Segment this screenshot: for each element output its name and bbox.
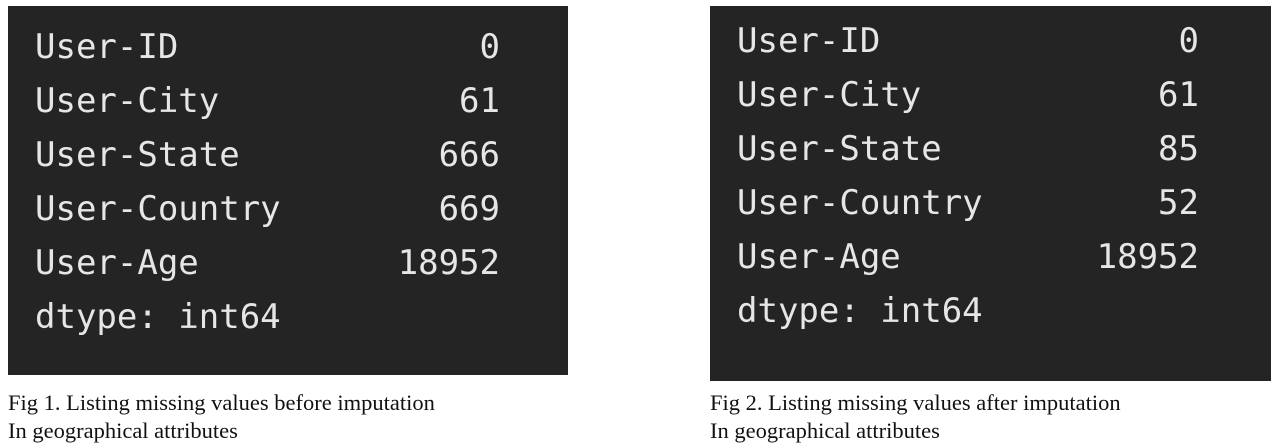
output-panel: User-ID 0 User-City 61 User-State 85 Use… [710, 6, 1271, 381]
caption-line: In geographical attributes [8, 418, 238, 443]
row-label: User-ID [737, 21, 881, 61]
output-row: User-Country 52 [737, 176, 1199, 230]
row-label: User-Age [737, 237, 901, 277]
figure-caption: Fig 1. Listing missing values before imp… [8, 389, 568, 445]
output-row: User-City 61 [35, 74, 500, 128]
row-label: User-City [737, 75, 922, 115]
row-label: User-State [35, 135, 240, 175]
figure-2: User-ID 0 User-City 61 User-State 85 Use… [710, 6, 1271, 445]
row-value: 61 [459, 81, 500, 121]
dtype-row: dtype: int64 [737, 284, 1199, 338]
dtype-row: dtype: int64 [35, 290, 500, 344]
output-row: User-State 85 [737, 122, 1199, 176]
row-value: 0 [479, 27, 500, 67]
row-label: User-City [35, 81, 220, 121]
output-row: User-City 61 [737, 68, 1199, 122]
row-value: 85 [1158, 129, 1199, 169]
caption-line: Fig 2. Listing missing values after impu… [710, 390, 1121, 415]
figure-1: User-ID 0 User-City 61 User-State 666 Us… [8, 6, 568, 445]
dtype-label: dtype: int64 [35, 297, 281, 337]
row-label: User-Country [35, 189, 281, 229]
row-label: User-State [737, 129, 942, 169]
row-value: 0 [1178, 21, 1199, 61]
row-value: 61 [1158, 75, 1199, 115]
row-value: 666 [438, 135, 500, 175]
figure-caption: Fig 2. Listing missing values after impu… [710, 389, 1271, 445]
caption-line: In geographical attributes [710, 418, 940, 443]
output-row: User-ID 0 [35, 20, 500, 74]
caption-line: Fig 1. Listing missing values before imp… [8, 390, 435, 415]
dtype-label: dtype: int64 [737, 291, 983, 331]
output-panel: User-ID 0 User-City 61 User-State 666 Us… [8, 6, 568, 375]
output-row: User-Country 669 [35, 182, 500, 236]
output-row: User-Age 18952 [35, 236, 500, 290]
row-label: User-Age [35, 243, 199, 283]
output-row: User-ID 0 [737, 14, 1199, 68]
output-row: User-Age 18952 [737, 230, 1199, 284]
row-value: 18952 [397, 243, 500, 283]
output-row: User-State 666 [35, 128, 500, 182]
row-value: 669 [438, 189, 500, 229]
row-label: User-Country [737, 183, 983, 223]
row-value: 52 [1158, 183, 1199, 223]
row-label: User-ID [35, 27, 179, 67]
row-value: 18952 [1096, 237, 1199, 277]
